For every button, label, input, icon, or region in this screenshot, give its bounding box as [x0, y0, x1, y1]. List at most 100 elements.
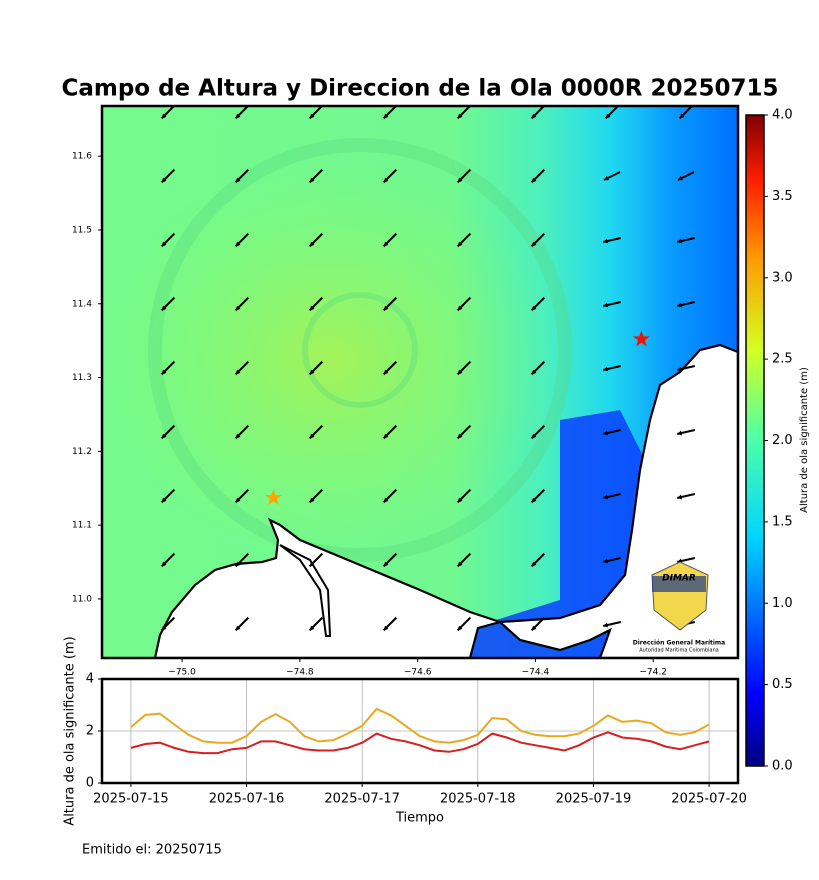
direction-arrow-head	[677, 238, 683, 244]
direction-arrow-head	[457, 241, 463, 247]
direction-arrow-head	[309, 305, 315, 311]
direction-arrow-head	[457, 369, 463, 375]
y-tick-label: 11.0	[72, 594, 92, 604]
logo-name: DIMAR	[662, 574, 696, 584]
direction-arrow-head	[531, 305, 537, 311]
watermark	[302, 292, 418, 408]
map-field	[102, 106, 738, 658]
direction-arrow-head	[457, 177, 463, 183]
direction-arrow-head	[309, 561, 315, 567]
direction-arrow-head	[457, 561, 463, 567]
direction-arrow-head	[235, 497, 241, 503]
direction-arrow-head	[235, 113, 241, 119]
direction-arrow-head	[309, 241, 315, 247]
direction-arrow-head	[383, 561, 389, 567]
direction-arrow-head	[531, 241, 537, 247]
colorbar-label: Altura de ola significante (m)	[799, 367, 810, 513]
direction-arrow-head	[603, 366, 609, 372]
direction-arrow-head	[161, 561, 167, 567]
colorbar-tick-label: 4.0	[772, 108, 793, 123]
direction-arrow-head	[677, 494, 683, 500]
direction-arrow-head	[603, 302, 609, 308]
direction-arrow-head	[677, 430, 683, 436]
direction-arrow-head	[161, 305, 167, 311]
footer: Emitido el: 20250715	[82, 843, 222, 858]
direction-arrow-head	[309, 625, 315, 631]
plot-frame	[100, 677, 740, 785]
direction-arrow-head	[235, 369, 241, 375]
direction-arrow-head	[603, 558, 609, 564]
series-line	[130, 707, 710, 744]
direction-arrow-head	[457, 433, 463, 439]
direction-arrow-head	[677, 366, 683, 372]
direction-arrow-head	[383, 625, 389, 631]
logo-line: Dirección General Marítima	[633, 640, 725, 647]
shallow-sea	[470, 410, 650, 658]
direction-arrow-head	[161, 625, 167, 631]
direction-arrow-head	[383, 113, 389, 119]
direction-arrow-head	[531, 369, 537, 375]
direction-arrow-head	[235, 305, 241, 311]
direction-arrow-head	[531, 177, 537, 183]
direction-arrow-head	[531, 113, 537, 119]
x-tick-label: −74.6	[404, 668, 432, 678]
direction-arrow-head	[309, 177, 315, 183]
direction-arrow-head	[605, 113, 611, 119]
x-tick-label: −75.0	[168, 668, 196, 678]
direction-arrow-head	[235, 177, 241, 183]
direction-arrow-head	[383, 433, 389, 439]
colorbar-tick-label: 2.0	[772, 433, 793, 448]
direction-arrow-head	[531, 561, 537, 567]
watermark	[148, 138, 572, 562]
y-tick-label: 11.3	[72, 373, 92, 383]
direction-arrow-head	[679, 113, 685, 119]
direction-arrow-head	[383, 241, 389, 247]
x-tick-label: 2025-07-16	[209, 792, 285, 807]
direction-arrow-head	[235, 561, 241, 567]
direction-arrow-head	[383, 305, 389, 311]
direction-arrow-head	[309, 113, 315, 119]
y-tick-label: 11.1	[72, 521, 92, 531]
direction-arrow-head	[603, 175, 609, 181]
direction-arrow-head	[235, 625, 241, 631]
direction-arrow-head	[161, 497, 167, 503]
land	[153, 343, 738, 658]
direction-arrow-head	[531, 625, 537, 631]
sea	[102, 160, 560, 560]
direction-arrow-head	[235, 241, 241, 247]
colorbar-tick-label: 1.5	[772, 514, 793, 529]
x-tick-label: −74.2	[639, 668, 667, 678]
y-axis-label: Altura de ola significante (m)	[63, 636, 78, 825]
colorbar-tick-label: 2.5	[772, 352, 793, 367]
direction-arrow-head	[309, 497, 315, 503]
direction-arrow-head	[457, 113, 463, 119]
x-tick-label: −74.8	[286, 668, 314, 678]
title: Campo de Altura y Direccion de la Ola 00…	[61, 76, 778, 102]
logo-line: Autoridad Marítima Colombiana	[639, 647, 718, 654]
x-tick-label: 2025-07-18	[440, 792, 516, 807]
map-frame	[100, 104, 740, 660]
direction-arrow-head	[457, 497, 463, 503]
direction-arrow-head	[383, 497, 389, 503]
direction-arrow-head	[531, 497, 537, 503]
direction-arrow-head	[161, 241, 167, 247]
direction-arrow-head	[677, 302, 683, 308]
colorbar	[745, 114, 765, 767]
direction-arrow-head	[161, 433, 167, 439]
colorbar-tick-label: 0.5	[772, 677, 793, 692]
colorbar-tick-label: 1.0	[772, 596, 793, 611]
direction-arrow-head	[457, 625, 463, 631]
direction-arrow-head	[309, 433, 315, 439]
x-tick-label: −74.4	[522, 668, 550, 678]
direction-arrow-head	[457, 305, 463, 311]
y-tick-label: 11.5	[72, 225, 92, 235]
series-line	[130, 731, 710, 755]
y-tick-label: 0	[86, 776, 94, 791]
y-tick-label: 4	[86, 672, 94, 687]
direction-arrow-head	[161, 113, 167, 119]
colorbar-tick-label: 3.5	[772, 189, 793, 204]
x-axis-label: Tiempo	[395, 811, 444, 826]
direction-arrow-head	[383, 369, 389, 375]
direction-arrow-head	[531, 433, 537, 439]
